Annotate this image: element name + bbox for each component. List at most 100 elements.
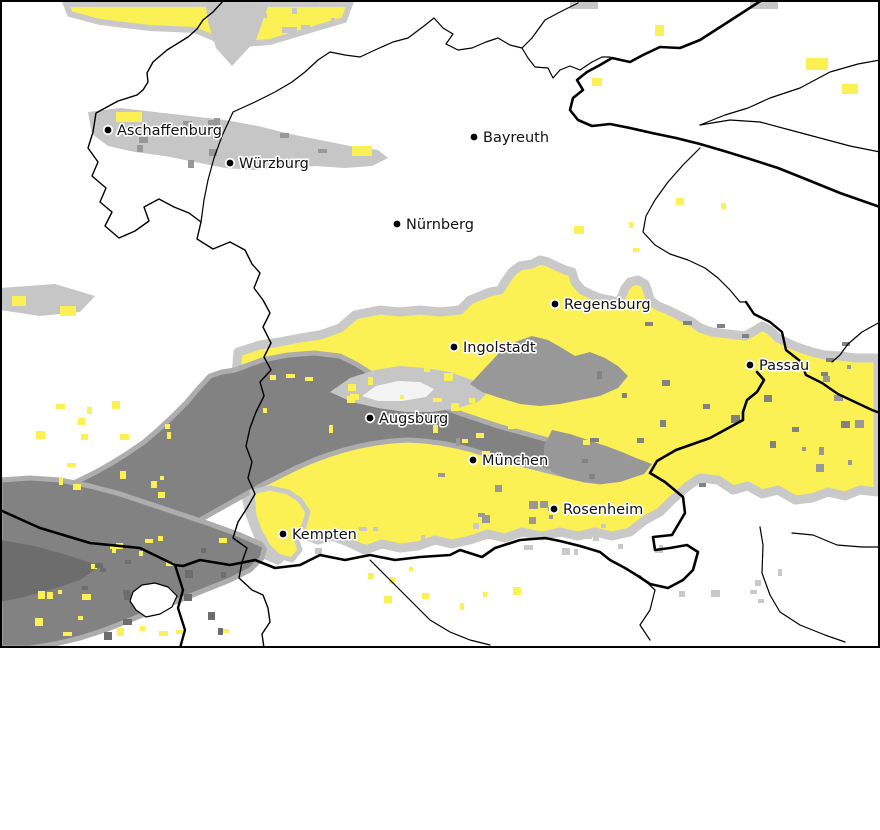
pixel-speck — [347, 396, 355, 403]
pixel-speck — [286, 374, 295, 378]
pixel-speck — [305, 499, 309, 504]
pixel-speck — [742, 334, 749, 338]
city-marker-nürnberg: Nürnberg — [391, 215, 476, 235]
pixel-speck — [495, 485, 502, 492]
district-border-inn — [831, 321, 880, 363]
cloud-region-southwest — [0, 475, 268, 648]
pixel-speck — [409, 567, 413, 571]
pixel-speck — [184, 594, 192, 601]
pixel-speck — [711, 590, 720, 597]
city-marker-augsburg: Augsburg — [364, 409, 450, 429]
pixel-speck — [445, 455, 449, 462]
state-border-northwest — [136, 0, 225, 96]
pixel-speck — [482, 451, 490, 455]
pixel-speck — [305, 377, 313, 381]
district-border-salzburg-a — [759, 526, 846, 643]
pixel-speck — [38, 591, 45, 599]
pixel-speck — [483, 592, 487, 597]
city-dot — [746, 361, 754, 369]
fog-speck — [655, 25, 664, 36]
state-border-west — [87, 94, 272, 648]
pixel-speck — [456, 438, 460, 446]
pixel-speck — [347, 488, 353, 492]
city-marker-kempten: Kempten — [277, 525, 358, 545]
cloud-strip-top-gray — [205, 0, 268, 66]
pixel-speck — [637, 438, 644, 443]
national-border-rhine — [173, 563, 187, 648]
pixel-speck — [582, 459, 588, 463]
pixel-speck — [282, 27, 289, 33]
city-label: Kempten — [292, 527, 357, 543]
pixel-speck — [78, 616, 83, 620]
pixel-speck — [676, 198, 684, 205]
city-label: Nürnberg — [406, 217, 474, 233]
pixel-speck — [167, 432, 171, 439]
pixel-speck — [426, 497, 433, 504]
pixel-speck — [35, 618, 43, 626]
pixel-speck — [78, 418, 85, 425]
pixel-speck — [104, 632, 112, 640]
pixel-speck — [209, 149, 217, 156]
pixel-speck — [396, 497, 405, 501]
pixel-speck — [280, 133, 289, 138]
pixel-speck — [397, 487, 405, 491]
weather-field — [0, 0, 880, 648]
pixel-speck — [778, 569, 782, 576]
cloud-patch-northwest — [88, 108, 388, 170]
pixel-speck — [318, 149, 327, 153]
city-dot — [366, 414, 374, 422]
pixel-speck — [683, 321, 692, 325]
fog-speck — [116, 112, 142, 122]
city-dot — [470, 133, 478, 141]
pixel-speck — [597, 371, 602, 379]
pixel-speck — [731, 415, 740, 423]
pixel-speck — [821, 372, 828, 376]
pixel-speck — [82, 594, 91, 600]
cloud-lobe-east-munich — [544, 430, 652, 484]
pixel-speck — [842, 342, 850, 346]
pixel-speck — [73, 484, 81, 490]
pixel-speck — [100, 568, 106, 572]
city-marker-ingolstadt: Ingolstadt — [448, 338, 537, 358]
pixel-speck — [176, 630, 183, 634]
cloud-region-darkest — [0, 540, 100, 602]
pixel-speck — [112, 546, 116, 553]
pixel-speck — [444, 373, 453, 381]
pixel-speck — [660, 420, 666, 427]
city-marker-aschaffenburg: Aschaffenburg — [102, 121, 224, 141]
pixel-speck — [482, 515, 490, 523]
pixel-speck — [120, 471, 126, 479]
city-dot — [393, 220, 401, 228]
city-marker-passau: Passau — [744, 356, 811, 376]
pixel-speck — [47, 592, 53, 599]
pixel-speck — [373, 527, 378, 531]
pixel-speck — [816, 464, 824, 472]
pixel-speck — [645, 322, 653, 326]
fog-speck — [12, 296, 26, 306]
pixel-speck — [662, 380, 670, 386]
pixel-speck — [802, 447, 806, 451]
pixel-speck — [359, 527, 367, 531]
pixel-speck — [392, 418, 398, 422]
city-dot — [104, 126, 112, 134]
pixel-speck — [703, 404, 710, 409]
pixel-speck — [357, 544, 366, 548]
pixel-speck — [422, 593, 429, 599]
fog-lobe-kempten — [249, 485, 311, 563]
city-dot — [550, 505, 558, 513]
pixel-speck — [124, 592, 131, 600]
fog-speck — [806, 58, 828, 70]
pixel-speck — [848, 460, 852, 465]
pixel-speck — [679, 591, 685, 597]
pixel-speck — [56, 404, 65, 409]
pixel-speck — [263, 408, 267, 413]
pixel-speck — [460, 603, 464, 610]
cloud-arm-ingolstadt — [470, 336, 628, 406]
city-label: Bayreuth — [483, 130, 549, 146]
pixel-speck — [508, 423, 515, 429]
pixel-speck — [659, 545, 663, 550]
pixel-speck — [770, 441, 776, 448]
pixel-speck — [288, 27, 297, 34]
pixel-speck — [158, 492, 165, 498]
national-border-czech — [568, 0, 880, 209]
